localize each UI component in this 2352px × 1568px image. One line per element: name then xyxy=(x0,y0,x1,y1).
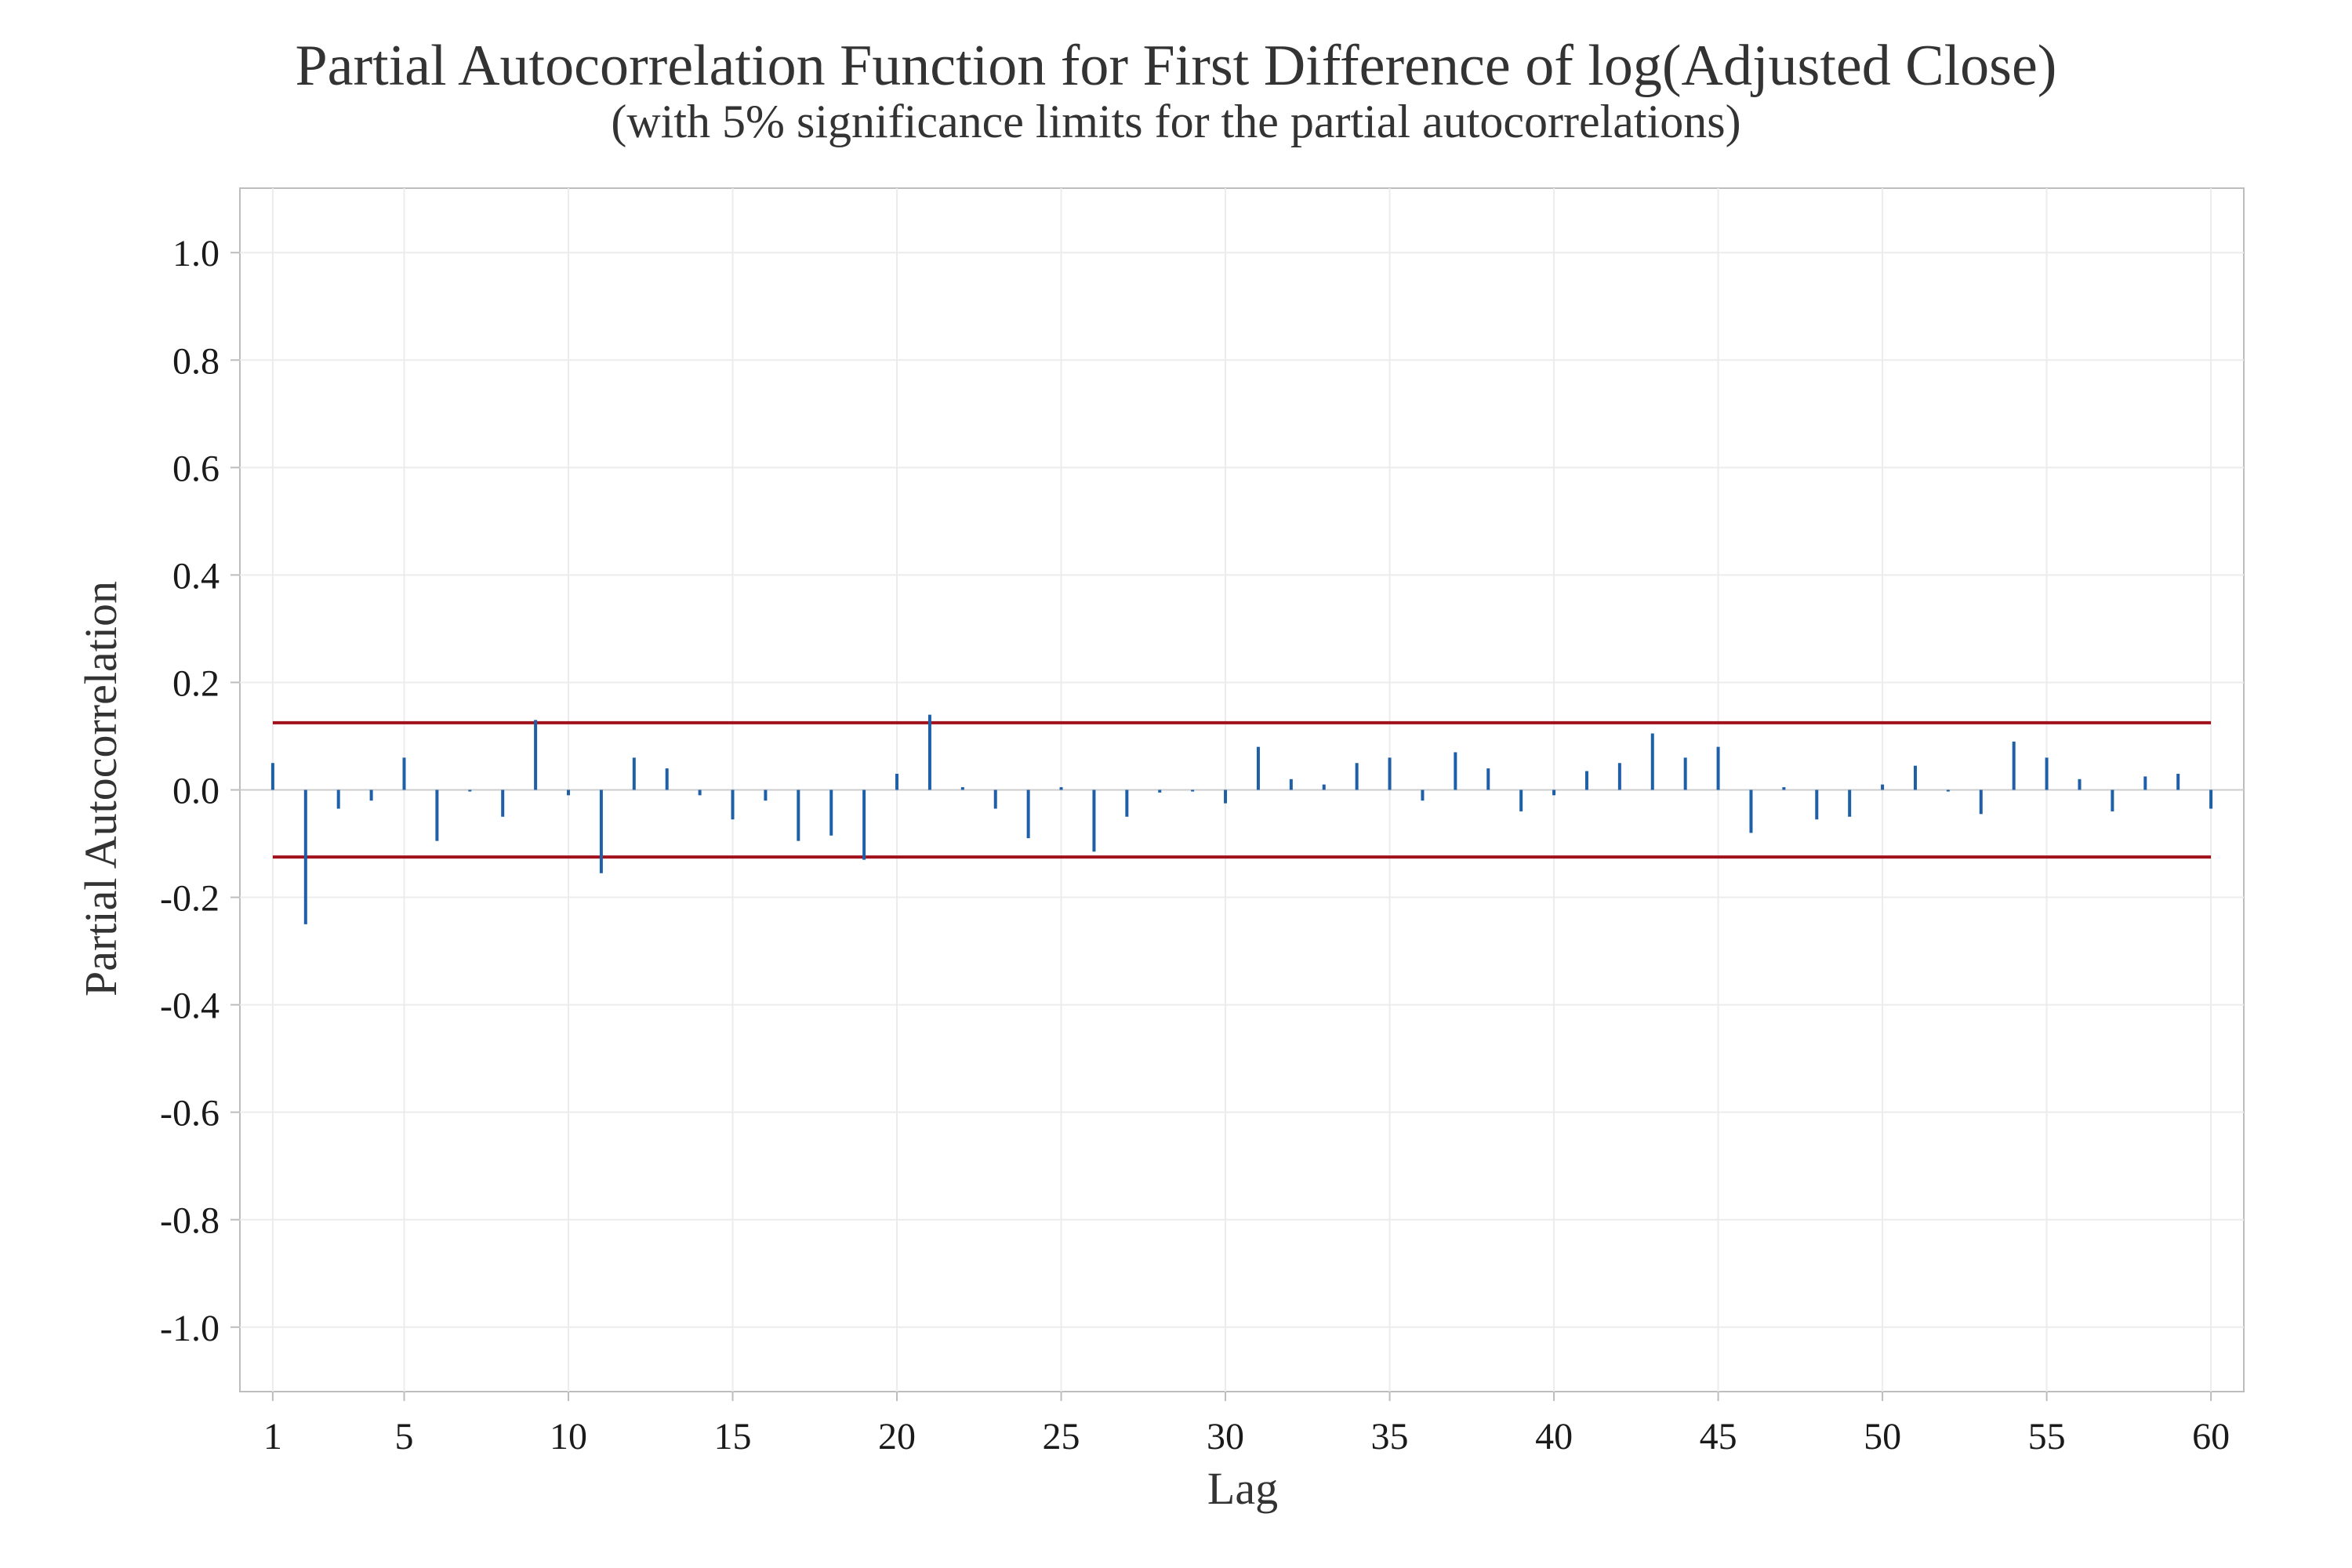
y-tick-label-10: -1.0 xyxy=(160,1308,220,1349)
x-tick-label-4: 20 xyxy=(878,1416,916,1457)
y-tick-label-6: -0.2 xyxy=(160,878,220,920)
chart-subtitle: (with 5% significance limits for the par… xyxy=(611,96,1740,147)
x-tick-label-6: 30 xyxy=(1207,1416,1244,1457)
y-tick-label-9: -0.8 xyxy=(160,1200,220,1242)
x-tick-label-10: 50 xyxy=(1864,1416,1901,1457)
chart-title: Partial Autocorrelation Function for Fir… xyxy=(296,34,2057,98)
y-tick-label-2: 0.6 xyxy=(172,448,220,489)
x-tick-label-2: 10 xyxy=(550,1416,587,1457)
x-tick-label-5: 25 xyxy=(1043,1416,1080,1457)
x-tick-label-7: 35 xyxy=(1371,1416,1409,1457)
y-tick-label-8: -0.6 xyxy=(160,1093,220,1134)
y-tick-label-3: 0.4 xyxy=(172,555,220,597)
x-tick-label-1: 5 xyxy=(395,1416,414,1457)
x-tick-label-12: 60 xyxy=(2192,1416,2230,1457)
pacf-bars xyxy=(270,714,2213,924)
x-tick-label-3: 15 xyxy=(714,1416,752,1457)
x-axis-title: Lag xyxy=(1207,1463,1278,1514)
x-tick-label-9: 45 xyxy=(1700,1416,1737,1457)
y-axis-title: Partial Autocorrelation xyxy=(75,581,126,996)
x-tick-label-0: 1 xyxy=(263,1416,282,1457)
y-tick-label-4: 0.2 xyxy=(172,662,220,704)
x-tick-label-11: 55 xyxy=(2028,1416,2066,1457)
y-tick-label-0: 1.0 xyxy=(172,233,220,274)
significance-limits xyxy=(272,720,2212,859)
x-axis-ticks: 1 5 10 15 20 25 30 35 40 45 50 55 60 xyxy=(263,1392,2230,1457)
x-tick-label-8: 40 xyxy=(1535,1416,1573,1457)
y-tick-label-5: 0.0 xyxy=(172,771,220,812)
y-tick-label-7: -0.4 xyxy=(160,985,220,1027)
y-axis-ticks: 1.0 0.8 0.6 0.4 0.2 0.0 -0.2 -0.4 -0.6 -0.8 -1.0 xyxy=(160,233,240,1349)
y-tick-label-1: 0.8 xyxy=(172,340,220,382)
